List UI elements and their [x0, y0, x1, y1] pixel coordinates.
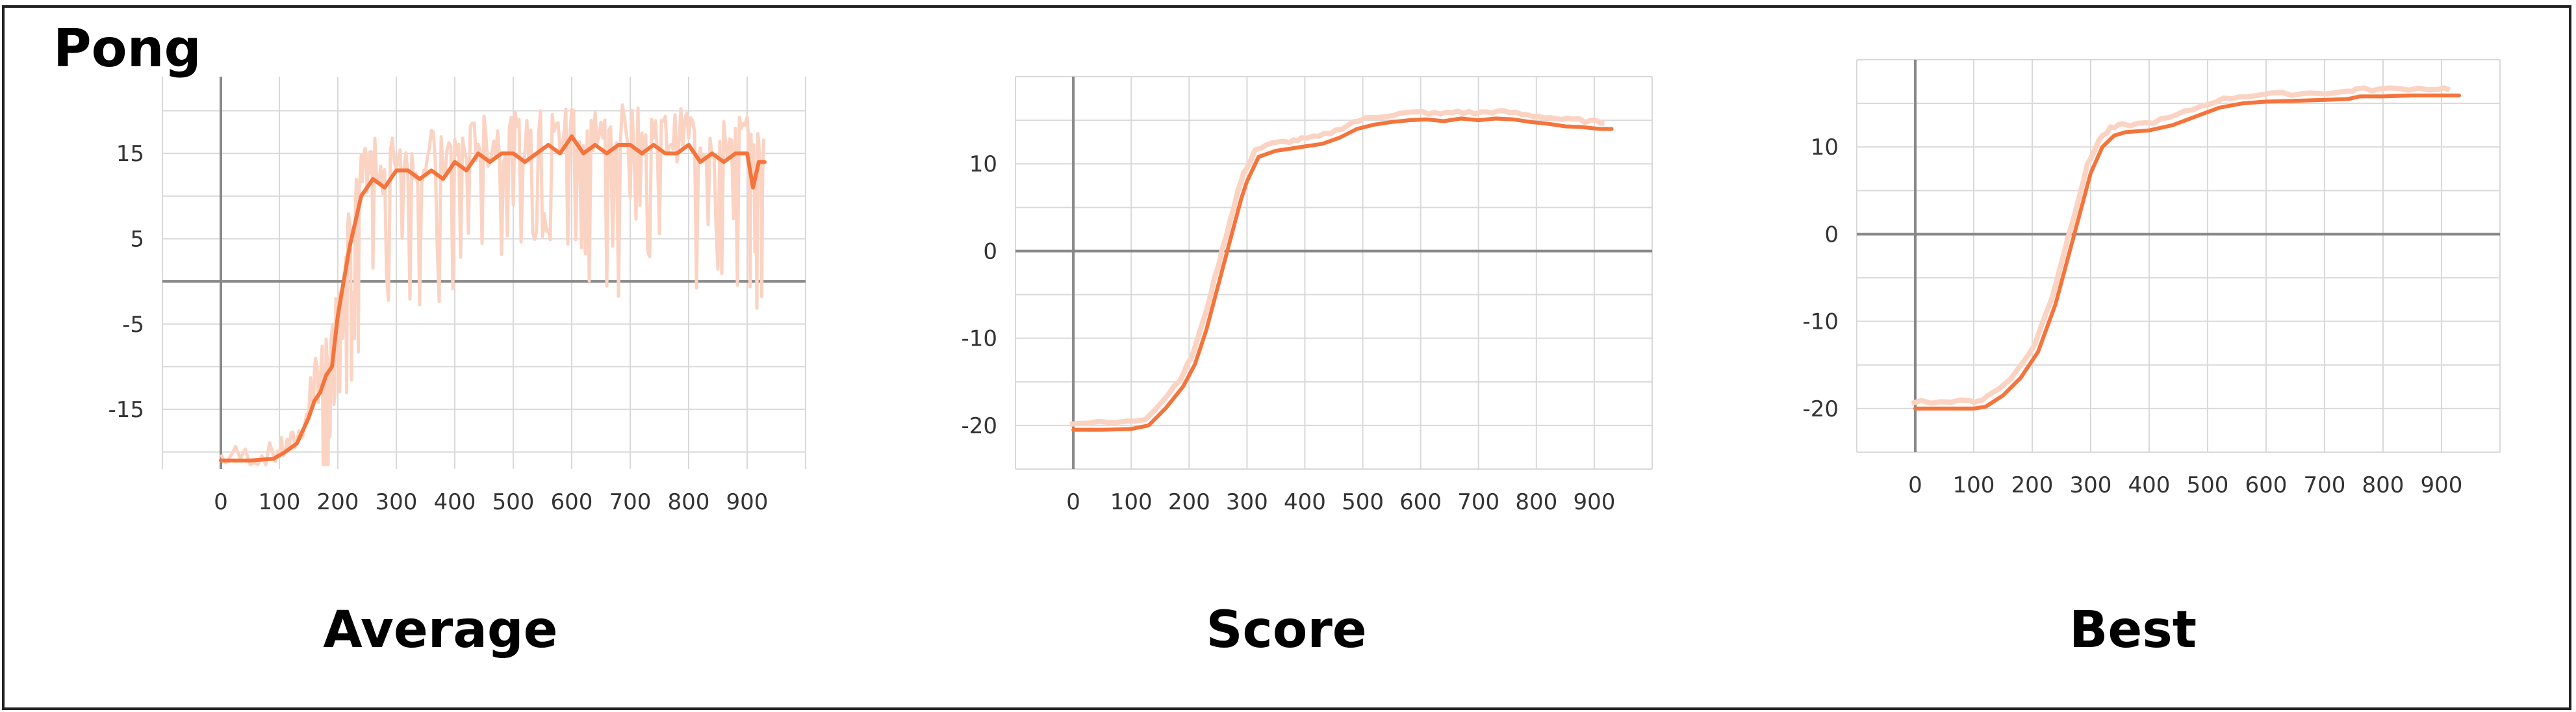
- chart-average-title: Average: [323, 601, 558, 659]
- x-tick-label: 900: [1573, 489, 1615, 515]
- chart-average: 0 100 200 300 400 500 600 700 800 900 -15 -5 5 15: [108, 77, 806, 515]
- y-tick-label: -10: [1802, 309, 1839, 335]
- x-tick-label: 100: [259, 489, 301, 515]
- chart-score-title: Score: [1206, 601, 1367, 659]
- y-tick-label: -10: [961, 326, 997, 352]
- x-tick-label: 900: [726, 489, 769, 515]
- x-tick-label: 200: [317, 489, 359, 515]
- x-tick-label: 600: [1399, 489, 1442, 515]
- x-tick-label: 300: [1226, 489, 1268, 515]
- x-tick-label: 0: [1908, 472, 1922, 498]
- x-tick-label: 800: [2362, 472, 2404, 498]
- x-tick-label: 300: [2070, 472, 2112, 498]
- series-line: [1071, 116, 1614, 432]
- x-tick-label: 700: [1457, 489, 1499, 515]
- x-tick-label: 200: [2011, 472, 2054, 498]
- x-tick-label: 0: [1066, 489, 1080, 515]
- y-tick-label: 15: [116, 141, 144, 167]
- x-tick-label: 400: [434, 489, 476, 515]
- series-line: [1913, 94, 2461, 411]
- y-tick-label: 0: [983, 238, 997, 264]
- x-tick-label: 500: [1342, 489, 1384, 515]
- series-line: [219, 134, 767, 463]
- x-tick-label: 500: [492, 489, 535, 515]
- x-tick-label: 800: [1515, 489, 1557, 515]
- chart-best: 0 100 200 300 400 500 600 700 800 900 -20 -10 0 10: [1802, 59, 2501, 498]
- y-tick-label: -20: [961, 413, 997, 439]
- y-tick-label: 10: [1811, 134, 1839, 160]
- x-tick-label: 100: [1953, 472, 1995, 498]
- x-tick-label: 300: [376, 489, 418, 515]
- raw-trace-line: [219, 103, 765, 466]
- x-tick-label: 200: [1168, 489, 1210, 515]
- x-tick-label: 0: [214, 489, 228, 515]
- x-tick-label: 700: [2304, 472, 2346, 498]
- figure-title: Pong: [53, 18, 201, 79]
- x-tick-label: 100: [1110, 489, 1153, 515]
- chart-score: 0 100 200 300 400 500 600 700 800 900 -20 -10 0 10: [961, 76, 1653, 515]
- x-tick-label: 400: [2128, 472, 2171, 498]
- x-tick-label: 600: [551, 489, 593, 515]
- x-tick-label: 700: [609, 489, 652, 515]
- chart-best-title: Best: [2069, 601, 2197, 659]
- x-tick-label: 500: [2187, 472, 2229, 498]
- x-tick-label: 900: [2421, 472, 2463, 498]
- y-tick-label: 0: [1824, 222, 1839, 248]
- y-tick-label: -15: [108, 397, 144, 423]
- x-tick-label: 800: [668, 489, 710, 515]
- y-tick-label: -20: [1802, 396, 1839, 422]
- raw-trace-line: [1911, 85, 2451, 406]
- raw-trace-line: [1069, 108, 1605, 427]
- y-tick-label: -5: [122, 312, 144, 338]
- x-tick-label: 400: [1284, 489, 1326, 515]
- y-tick-label: 5: [130, 226, 144, 252]
- x-tick-label: 600: [2245, 472, 2288, 498]
- y-tick-label: 10: [969, 151, 997, 177]
